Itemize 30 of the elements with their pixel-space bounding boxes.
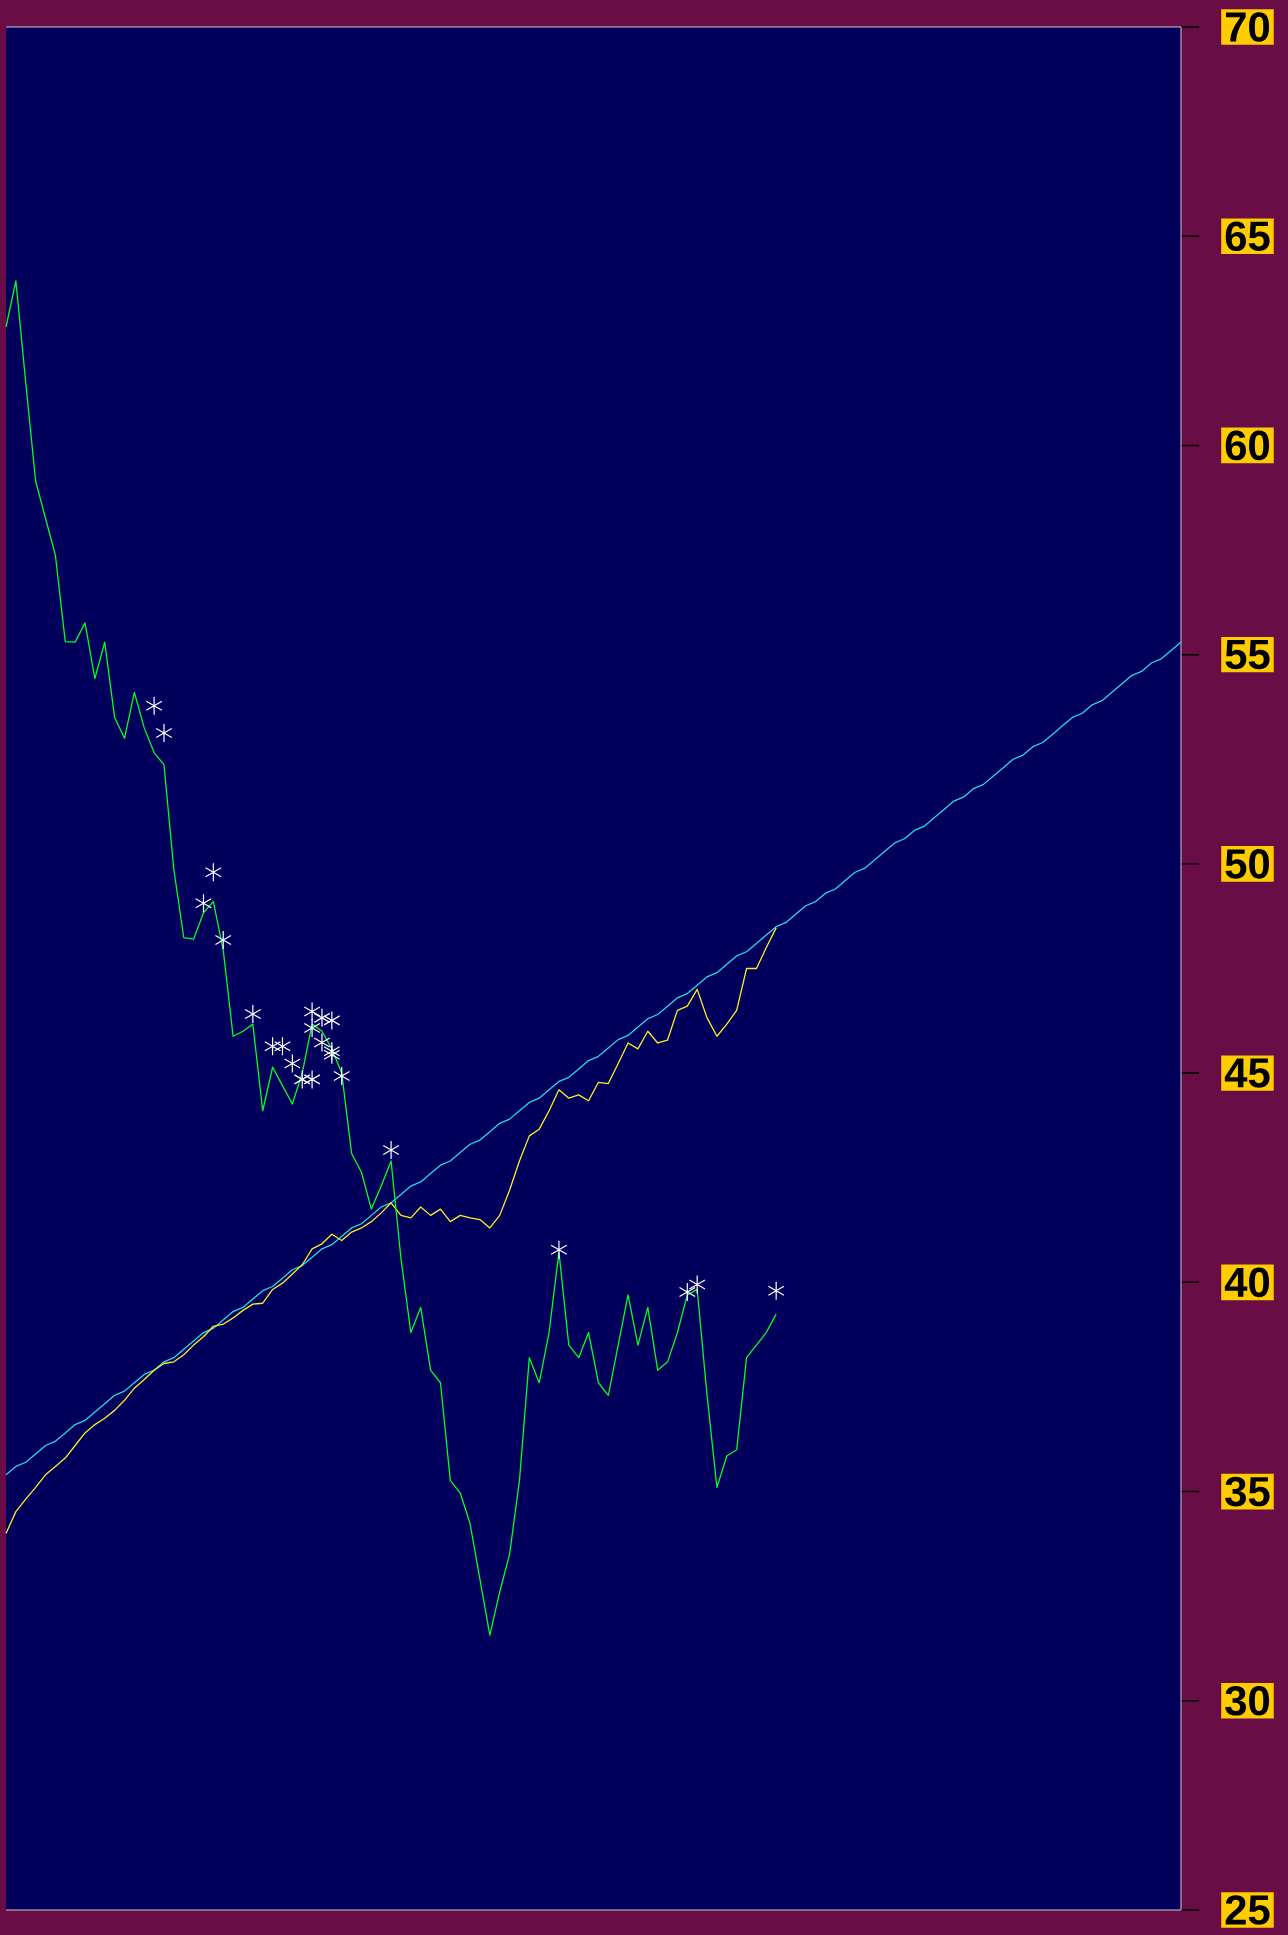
point: [214, 930, 232, 950]
point: [767, 1281, 785, 1301]
point: [244, 1004, 262, 1024]
y-tick-label: 45: [1224, 1058, 1270, 1088]
y-tick-label: 65: [1225, 221, 1270, 252]
point: [303, 1069, 321, 1089]
point: [264, 1036, 281, 1056]
point: [303, 1001, 321, 1022]
point: [678, 1282, 696, 1302]
y-tick-label: 70: [1226, 12, 1270, 42]
line-series: [5, 641, 1182, 1476]
point: [145, 696, 163, 716]
point: [382, 1140, 400, 1160]
point: [688, 1274, 706, 1295]
y-tick-label: 40: [1224, 1267, 1270, 1298]
point: [333, 1066, 351, 1086]
y-tick-label: 30: [1225, 1685, 1270, 1716]
line-series: [5, 927, 777, 1535]
point: [323, 1010, 341, 1030]
y-tick-label: 50: [1225, 849, 1270, 879]
point: [313, 1008, 331, 1028]
y-tick-label: 25: [1225, 1895, 1270, 1925]
point: [195, 893, 212, 913]
y-tick-label: 35: [1225, 1476, 1270, 1507]
point: [204, 862, 222, 882]
y-tick-label: 60: [1225, 430, 1270, 461]
point: [274, 1036, 291, 1056]
point: [550, 1240, 568, 1260]
y-tick-label: 55: [1225, 640, 1270, 670]
point: [155, 723, 173, 743]
